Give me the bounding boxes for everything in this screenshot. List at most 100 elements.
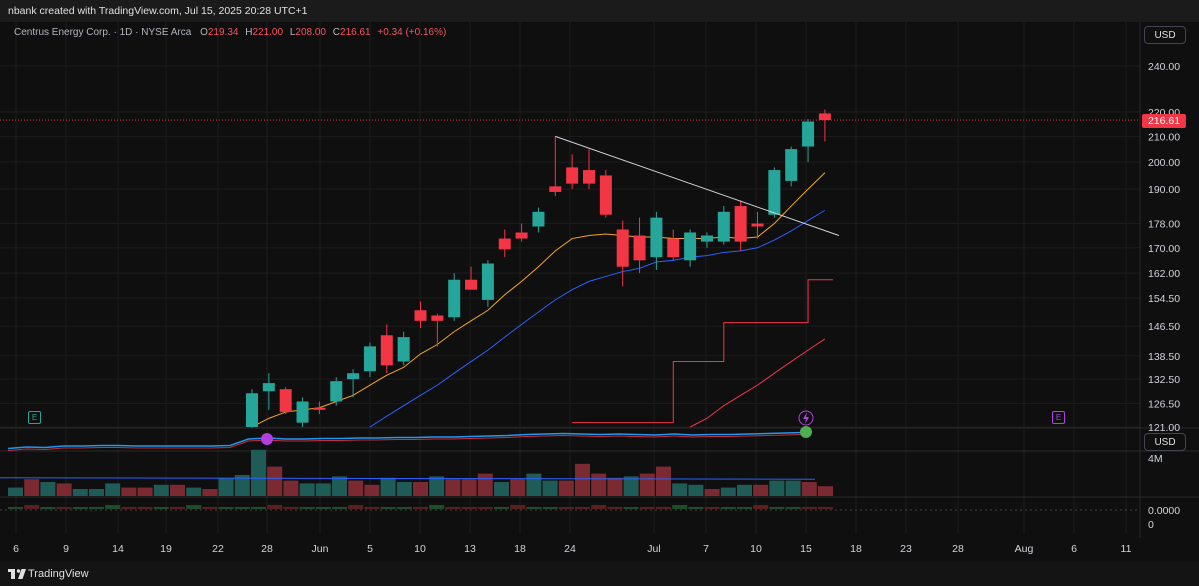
volume-bar[interactable] [591,473,607,496]
oscillator-axis-label: 0.0000 [1148,505,1180,517]
volume-bar[interactable] [218,477,234,496]
volume-bar[interactable] [315,483,331,496]
candle[interactable] [717,206,730,245]
candle[interactable] [313,401,326,415]
volume-currency-selector[interactable]: USD [1144,433,1186,451]
candle[interactable] [397,331,410,366]
volume-bar[interactable] [737,484,752,496]
volume-bar[interactable] [89,489,104,496]
candle[interactable] [616,220,629,287]
candle[interactable] [431,313,444,347]
volume-bar[interactable] [364,484,380,496]
candle[interactable] [330,377,343,406]
open-label: O [200,27,208,38]
candle[interactable] [785,146,798,187]
volume-bar[interactable] [753,484,769,496]
volume-bar[interactable] [332,476,347,496]
candle[interactable] [347,369,360,398]
candle[interactable] [246,389,258,431]
time-axis-label: 6 [13,543,19,555]
candle[interactable] [684,229,697,267]
volume-bar[interactable] [575,463,590,496]
volume-bar[interactable] [720,487,736,496]
volume-bar[interactable] [153,484,169,496]
candle[interactable] [363,342,376,378]
volume-bar[interactable] [24,479,40,496]
price-chart[interactable]: 240.00220.00210.00200.00190.00178.00170.… [0,22,1199,562]
volume-bar[interactable] [542,480,558,496]
candle[interactable] [498,229,511,258]
volume-bar[interactable] [202,489,218,496]
volume-bar[interactable] [494,482,509,496]
volume-bar[interactable] [769,480,785,496]
volume-bar[interactable] [672,483,688,496]
candle[interactable] [768,167,781,218]
candle[interactable] [532,207,545,233]
volume-bar[interactable] [639,473,655,496]
candle[interactable] [633,217,646,274]
candle[interactable] [700,232,713,248]
volume-bar[interactable] [429,476,445,496]
candle[interactable] [667,229,680,261]
volume-bar[interactable] [558,480,574,496]
volume-bar[interactable] [461,479,477,496]
volume-bar[interactable] [396,482,412,496]
volume-bar[interactable] [818,486,833,496]
volume-bar[interactable] [72,489,88,496]
candle[interactable] [583,149,595,190]
volume-bar[interactable] [170,484,185,496]
candle[interactable] [599,170,612,218]
earnings-marker-upcoming[interactable]: E [1052,411,1065,424]
volume-bar[interactable] [704,489,720,496]
currency-selector[interactable]: USD [1144,26,1186,44]
candle[interactable] [380,324,393,374]
candle-body [296,401,309,423]
candle[interactable] [818,109,831,142]
earnings-marker[interactable]: E [28,411,41,424]
volume-bar[interactable] [40,482,56,496]
volume-bar[interactable] [56,483,72,496]
candle[interactable] [465,266,478,290]
volume-bar[interactable] [121,487,137,496]
volume-bar[interactable] [688,484,704,496]
candle[interactable] [751,211,764,239]
histogram-bar [542,507,558,509]
volume-bar[interactable] [348,480,364,496]
volume-bar[interactable] [186,487,202,496]
volume-bar[interactable] [380,477,396,496]
volume-bar[interactable] [8,487,23,496]
volume-bar[interactable] [510,479,526,496]
candle[interactable] [802,119,815,163]
candle[interactable] [515,223,528,242]
candle[interactable] [414,301,427,328]
candle[interactable] [279,387,292,415]
volume-bar[interactable] [251,449,266,496]
candle[interactable] [262,373,275,410]
price-axis-label: 138.50 [1148,351,1180,363]
candle[interactable] [448,273,461,321]
volume-bar[interactable] [137,487,153,496]
volume-bar[interactable] [445,479,461,496]
volume-bar[interactable] [526,473,542,496]
volume-bar[interactable] [105,483,121,496]
volume-bar[interactable] [234,475,250,496]
footer-brand[interactable]: TradingView [28,568,89,580]
volume-bar[interactable] [299,483,315,496]
volume-bar[interactable] [801,482,817,496]
volume-bar[interactable] [413,482,428,496]
volume-bar[interactable] [785,480,801,496]
candle[interactable] [481,260,494,307]
candle[interactable] [296,397,309,427]
volume-bar[interactable] [656,466,671,496]
symbol-title[interactable]: Centrus Energy Corp. · 1D · NYSE Arca [14,27,192,38]
volume-bar[interactable] [623,476,639,496]
volume-bar[interactable] [267,466,283,496]
volume-bar[interactable] [283,480,299,496]
candle[interactable] [650,211,663,270]
candle[interactable] [566,154,579,190]
volume-bar[interactable] [477,473,493,496]
volume-bar[interactable] [607,477,623,496]
candle[interactable] [734,200,747,251]
candle[interactable] [549,136,562,197]
histogram-bar [591,505,607,509]
